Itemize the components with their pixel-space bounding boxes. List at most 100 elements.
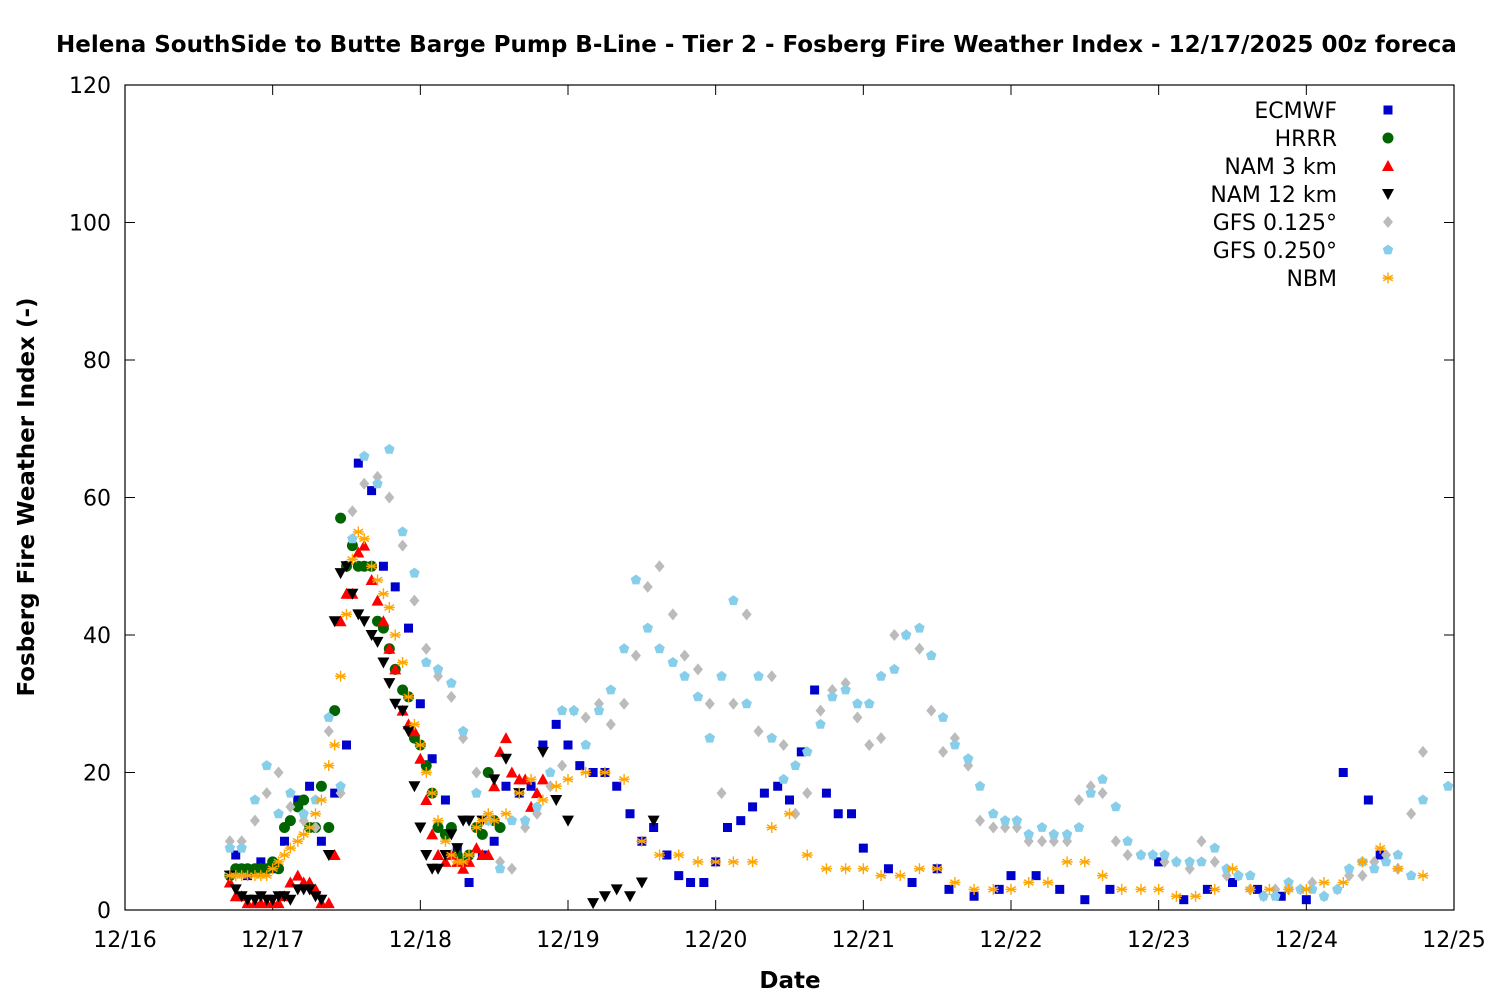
data-point: [722, 823, 732, 832]
data-point: [1080, 895, 1090, 905]
data-point: [397, 657, 409, 668]
data-point: [654, 560, 665, 573]
data-point: [340, 561, 353, 573]
data-point: [390, 582, 400, 592]
data-point: [273, 863, 285, 875]
data-point: [674, 871, 684, 881]
data-point: [1276, 891, 1286, 901]
data-point: [1073, 822, 1085, 832]
data-point: [341, 608, 352, 620]
data-point: [840, 863, 852, 875]
data-point: [1405, 870, 1417, 881]
data-point: [347, 533, 358, 544]
data-point: [284, 894, 297, 906]
data-point: [1406, 807, 1417, 820]
data-point: [1363, 795, 1373, 805]
data-point: [1283, 877, 1294, 887]
data-point: [1253, 884, 1263, 894]
data-point: [679, 649, 690, 662]
data-point: [224, 842, 236, 853]
data-point: [580, 711, 591, 724]
data-point: [605, 684, 617, 695]
data-point: [342, 740, 351, 750]
data-point: [1023, 877, 1035, 888]
data-point: [1318, 890, 1330, 901]
data-point: [575, 761, 585, 771]
data-point: [315, 780, 327, 792]
data-point: [635, 877, 648, 889]
data-point: [847, 809, 857, 819]
data-point: [840, 684, 851, 695]
data-point: [471, 787, 482, 798]
data-point: [231, 850, 241, 860]
data-point: [716, 787, 727, 800]
data-point: [1228, 878, 1237, 887]
legend-label: HRRR: [1275, 127, 1337, 152]
data-point: [766, 822, 778, 833]
data-point: [562, 815, 574, 827]
data-point: [875, 870, 887, 882]
data-point: [322, 850, 335, 861]
data-point: [426, 787, 438, 799]
data-point: [303, 884, 316, 896]
data-point: [1036, 822, 1048, 832]
data-point: [1233, 870, 1244, 881]
data-point: [1209, 883, 1221, 895]
data-point: [457, 862, 470, 874]
data-point: [530, 787, 543, 799]
data-point: [1343, 863, 1355, 874]
data-point: [292, 835, 304, 847]
data-point: [501, 781, 511, 791]
y-tick-label: 120: [69, 74, 111, 99]
data-point: [298, 828, 310, 840]
data-point: [310, 821, 321, 834]
data-point: [432, 663, 444, 674]
data-point: [304, 822, 316, 833]
data-point: [642, 580, 653, 593]
data-point: [625, 809, 635, 819]
data-point: [446, 690, 457, 703]
data-point: [367, 486, 377, 496]
data-point: [1037, 835, 1048, 848]
data-point: [1227, 863, 1238, 875]
data-point: [815, 718, 826, 729]
data-point: [1190, 890, 1202, 902]
data-point: [889, 629, 900, 641]
data-point: [323, 760, 335, 772]
data-point: [1171, 856, 1182, 867]
data-point: [371, 594, 384, 606]
data-point: [383, 678, 396, 690]
data-point: [366, 560, 378, 572]
data-point: [619, 697, 630, 710]
data-point: [293, 795, 303, 805]
data-point: [748, 802, 758, 812]
data-point: [594, 697, 605, 710]
data-point: [810, 685, 820, 695]
data-point: [451, 843, 464, 855]
data-point: [937, 712, 949, 722]
data-point: [409, 567, 420, 578]
y-axis: 0 20 40 60 80 100 120: [69, 74, 1454, 924]
data-point: [1179, 895, 1189, 905]
data-point: [499, 732, 512, 744]
data-point: [427, 754, 437, 764]
data-point: [778, 739, 789, 751]
data-point: [408, 781, 421, 793]
data-point: [470, 842, 483, 854]
data-point: [1417, 870, 1429, 882]
data-point: [464, 878, 474, 887]
data-point: [421, 642, 432, 655]
data-point: [987, 883, 999, 895]
data-point: [785, 795, 794, 805]
data-point: [1154, 857, 1164, 867]
data-point: [802, 787, 813, 800]
data-point: [784, 808, 795, 820]
data-point: [568, 705, 580, 716]
data-point: [605, 718, 616, 731]
legend-label: NAM 12 km: [1210, 183, 1337, 208]
x-tick-label: 12/17: [241, 928, 304, 953]
data-point: [408, 718, 420, 730]
data-point: [545, 780, 556, 793]
data-point: [1122, 849, 1133, 861]
